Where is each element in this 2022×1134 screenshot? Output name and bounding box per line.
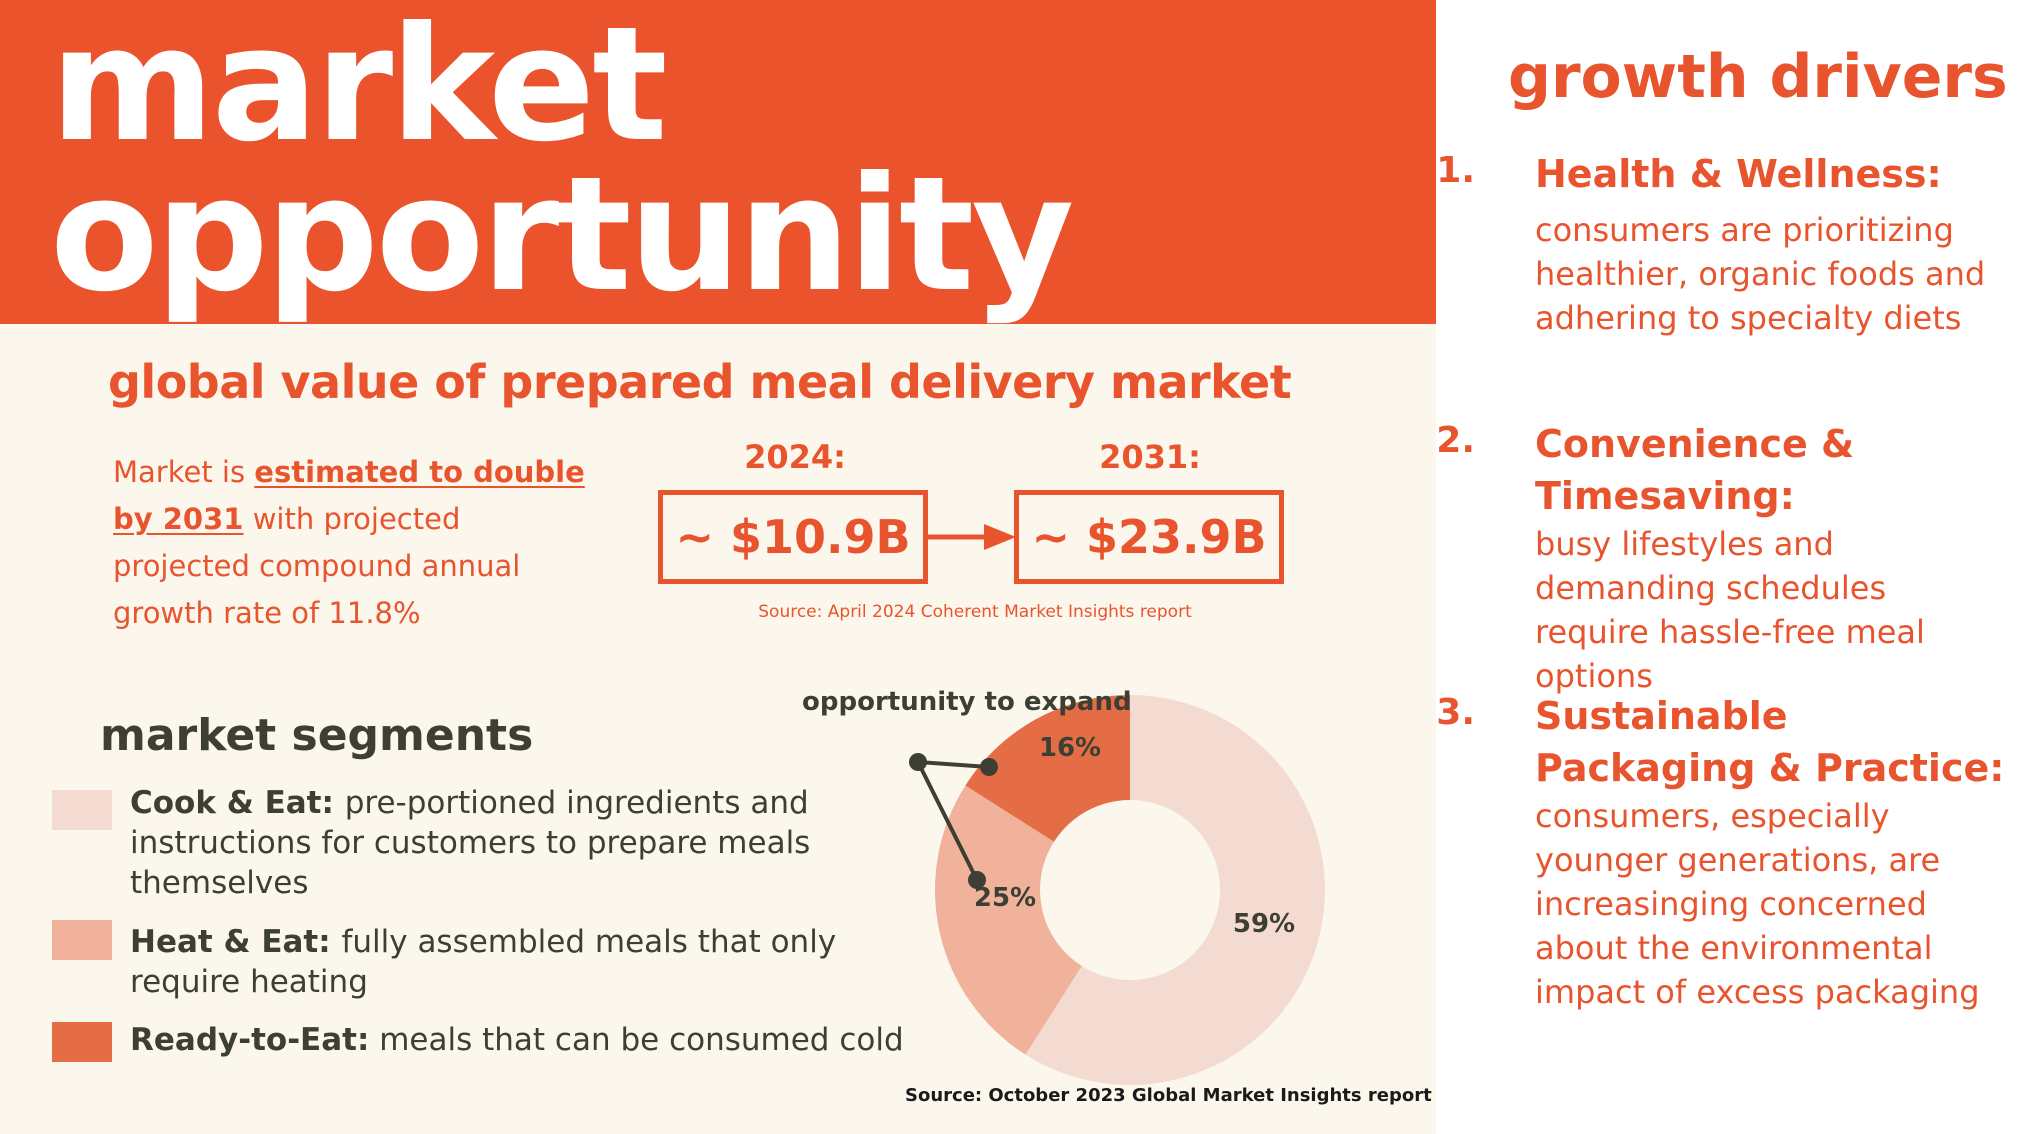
market-text-suffix: with projected projected compound annual… <box>113 502 521 630</box>
market-value-subtitle: global value of prepared meal delivery m… <box>108 355 1292 409</box>
driver-body: consumers are prioritizing healthier, or… <box>1535 211 1986 337</box>
donut-label-heat-eat: 25% <box>974 883 1036 913</box>
header-band <box>0 0 1436 324</box>
legend-separator <box>369 1022 379 1058</box>
legend-swatch-heat-eat <box>52 920 112 960</box>
legend-separator: : <box>321 785 345 821</box>
market-text-emphasis: estimated to double by 2031 <box>113 455 585 536</box>
legend-separator: : <box>318 924 342 960</box>
driver-number: 1. <box>1436 150 1475 191</box>
market-growth-text: Market is estimated to double by 2031 wi… <box>113 449 593 637</box>
legend-name: Ready-to-Eat: <box>130 1022 370 1058</box>
donut-slice-ready-to-eat <box>965 695 1130 842</box>
page-title-line-1: market <box>50 0 668 177</box>
donut-label-cook-eat: 59% <box>1233 909 1295 939</box>
legend-item-cook-eat: Cook & Eat: pre-portioned ingredients an… <box>130 783 870 903</box>
legend-name: Cook & Eat <box>130 785 322 821</box>
segments-donut-chart: 59% 25% 16% <box>909 695 1325 1085</box>
callout-dot <box>968 871 986 889</box>
driver-number: 3. <box>1436 692 1475 733</box>
donut-label-ready-to-eat: 16% <box>1039 733 1101 763</box>
legend-name: Heat & Eat <box>130 924 319 960</box>
value-box-2031: ~ $23.9B <box>1014 490 1284 584</box>
market-text-prefix: Market is <box>113 455 255 489</box>
driver-body: busy lifestyles and demanding schedules … <box>1535 525 1925 695</box>
right-panel <box>1436 0 2022 1134</box>
legend-item-heat-eat: Heat & Eat: fully assembled meals that o… <box>130 922 870 1002</box>
driver-number: 2. <box>1436 420 1475 461</box>
market-value-source: Source: April 2024 Coherent Market Insig… <box>758 602 1192 622</box>
driver-body: consumers, especially younger generation… <box>1535 797 1980 1011</box>
legend-desc: meals that can be consumed cold <box>379 1022 904 1058</box>
legend-item-ready-to-eat: Ready-to-Eat: meals that can be consumed… <box>130 1020 930 1060</box>
value-box-2024: ~ $10.9B <box>658 490 928 584</box>
legend-swatch-ready-to-eat <box>52 1022 112 1062</box>
year-label-2031: 2031: <box>1099 438 1201 476</box>
callout-dot <box>980 758 998 776</box>
growth-drivers-title: growth drivers <box>1508 42 2008 112</box>
donut-slice-heat-eat <box>935 785 1082 1055</box>
callout-dot <box>909 753 927 771</box>
legend-swatch-cook-eat <box>52 790 112 830</box>
donut-slice-cook-eat <box>1025 695 1325 1085</box>
driver-heading: Convenience & Timesaving: <box>1535 422 1855 518</box>
legend-desc: pre-portioned ingredients and instructio… <box>130 785 811 901</box>
year-label-2024: 2024: <box>744 438 846 476</box>
arrow-right-icon <box>928 524 1016 550</box>
driver-heading: Sustainable Packaging & Practice: <box>1535 694 2005 790</box>
driver-heading: Health & Wellness: <box>1535 152 1942 196</box>
segments-source: Source: October 2023 Global Market Insig… <box>905 1085 1432 1106</box>
opportunity-callout-label: opportunity to expand <box>802 687 1132 717</box>
page-title-line-2: opportunity <box>50 143 1074 327</box>
legend-desc: fully assembled meals that only require … <box>130 924 837 1000</box>
segments-heading: market segments <box>100 710 534 761</box>
